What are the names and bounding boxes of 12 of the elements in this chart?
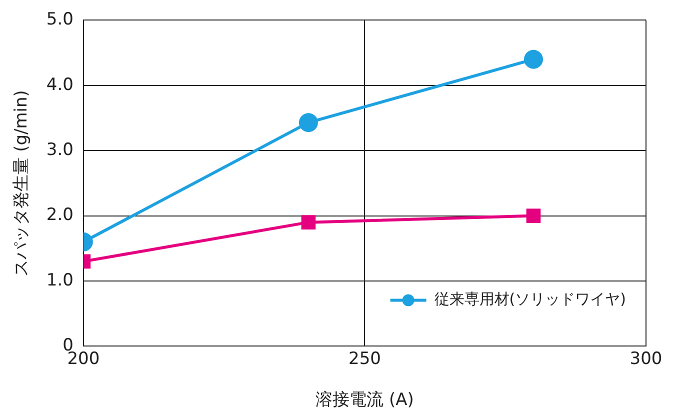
x-tick-label: 250 <box>348 348 381 369</box>
point <box>526 208 541 223</box>
y-tick-label: 1.0 <box>46 270 74 290</box>
y-tick-label: 4.0 <box>46 74 74 95</box>
y-axis-title: スパッタ発生量 (g/min) <box>12 90 32 276</box>
y-tick-label: 2.0 <box>46 205 74 226</box>
x-tick-label: 300 <box>630 348 662 369</box>
y-tick-label: 3.0 <box>46 140 74 160</box>
y-tick-label: 5.0 <box>46 10 74 30</box>
legend-label: 従来専用材(ソリッドワイヤ) <box>434 290 626 308</box>
x-axis-title: 溶接電流 (A) <box>316 390 414 410</box>
point <box>524 50 543 69</box>
